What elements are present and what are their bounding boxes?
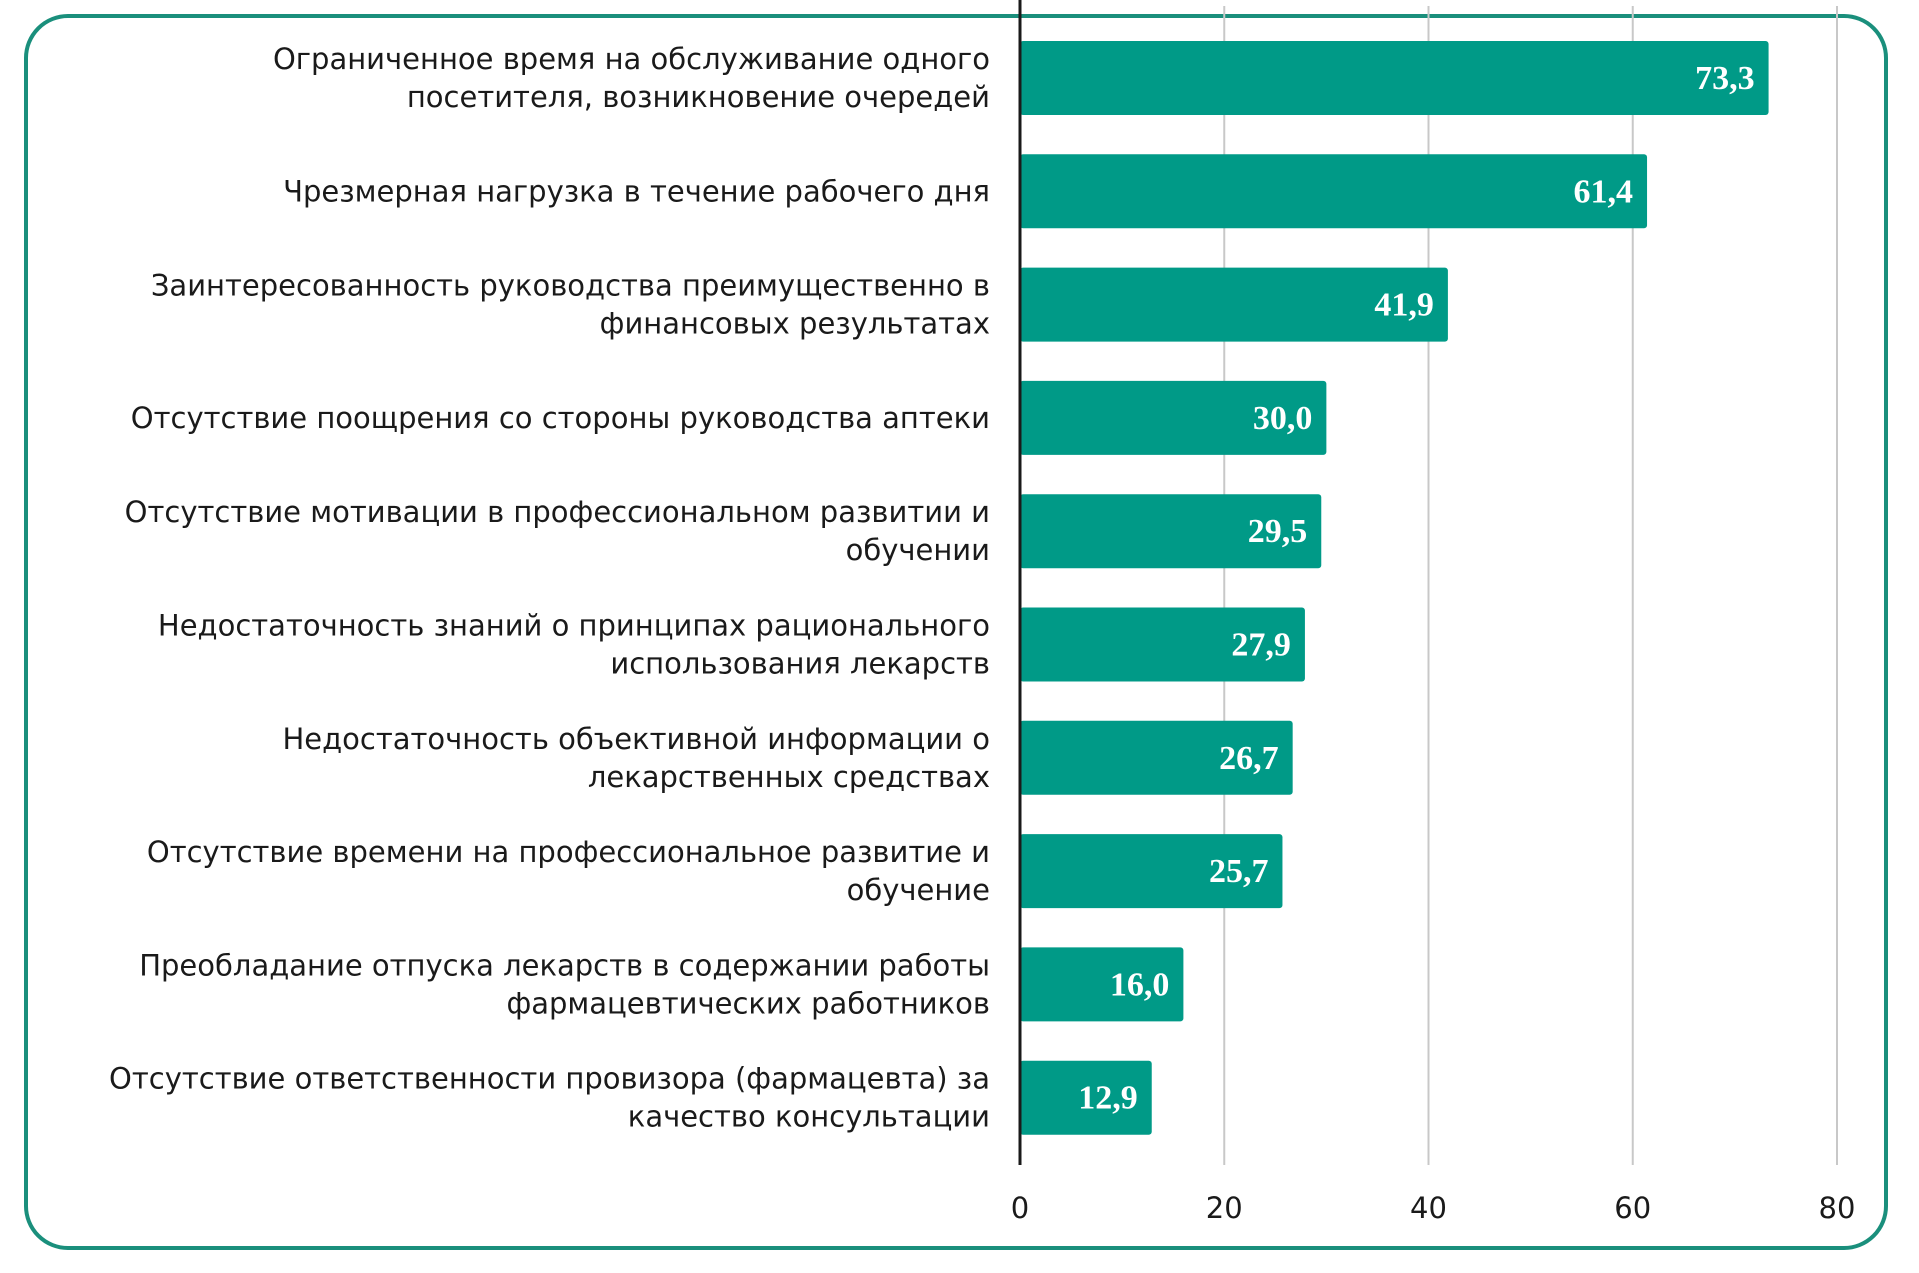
data-label: 25,7 <box>1209 853 1269 890</box>
category-label: Ограниченное время на обслуживание одног… <box>273 42 990 114</box>
bar <box>1020 834 1283 909</box>
data-label: 16,0 <box>1110 966 1170 1003</box>
category-label: Недостаточность объективной информации о… <box>282 722 990 794</box>
category-label: Отсутствие времени на профессиональное р… <box>147 835 990 907</box>
category-label-line: Отсутствие мотивации в профессиональном … <box>125 495 990 529</box>
bar <box>1020 947 1184 1022</box>
category-label-line: Чрезмерная нагрузка в течение рабочего д… <box>283 174 990 208</box>
category-label: Отсутствие ответственности провизора (фа… <box>109 1062 990 1134</box>
category-label-line: Преобладание отпуска лекарств в содержан… <box>139 948 990 982</box>
category-label-line: посетителя, возникновение очередей <box>407 80 990 114</box>
category-label-line: Заинтересованность руководства преимущес… <box>151 269 990 303</box>
category-label-line: фармацевтических работников <box>506 986 990 1020</box>
category-label-line: обучении <box>846 533 990 567</box>
category-label: Заинтересованность руководства преимущес… <box>151 269 990 341</box>
x-tick-label: 60 <box>1614 1191 1651 1225</box>
category-labels: Ограниченное время на обслуживание одног… <box>109 42 990 1134</box>
category-label: Отсутствие мотивации в профессиональном … <box>125 495 990 567</box>
bar <box>1020 494 1322 569</box>
category-label-line: обучение <box>847 873 990 907</box>
x-tick-label: 40 <box>1410 1191 1447 1225</box>
category-label-line: лекарственных средствах <box>588 760 990 794</box>
category-label-line: Отсутствие ответственности провизора (фа… <box>109 1062 990 1096</box>
bar <box>1020 607 1305 682</box>
data-label: 27,9 <box>1231 627 1291 664</box>
data-label: 30,0 <box>1253 400 1313 437</box>
x-tick-label: 80 <box>1819 1191 1856 1225</box>
bars: 73,3 61,4 41,9 30,0 29,5 27,9 26,7 25,7 16,0 12,9 <box>1020 41 1769 1135</box>
category-label-line: Недостаточность объективной информации о <box>282 722 990 756</box>
data-label: 73,3 <box>1695 60 1755 97</box>
x-tick-label: 20 <box>1206 1191 1243 1225</box>
x-axis-ticks: 0 20 40 60 80 <box>1011 1191 1856 1225</box>
bar <box>1020 41 1769 115</box>
bar <box>1020 380 1327 455</box>
bar <box>1020 267 1448 342</box>
data-label: 29,5 <box>1248 513 1308 550</box>
category-label: Недостаточность знаний о принципах рацио… <box>158 609 990 681</box>
category-label-line: финансовых результатах <box>600 307 990 341</box>
category-label-line: Ограниченное время на обслуживание одног… <box>273 42 990 76</box>
category-label-line: качество консультации <box>628 1100 990 1134</box>
category-label: Чрезмерная нагрузка в течение рабочего д… <box>283 174 990 208</box>
category-label: Отсутствие поощрения со стороны руководс… <box>131 401 990 435</box>
category-label: Преобладание отпуска лекарств в содержан… <box>139 948 990 1020</box>
category-label-line: использования лекарств <box>610 647 990 681</box>
category-label-line: Недостаточность знаний о принципах рацио… <box>158 609 990 643</box>
bar <box>1020 720 1293 795</box>
x-tick-label: 0 <box>1011 1191 1029 1225</box>
data-label: 26,7 <box>1219 740 1279 777</box>
data-label: 12,9 <box>1078 1080 1138 1117</box>
bar <box>1020 154 1648 229</box>
data-label: 41,9 <box>1374 287 1434 324</box>
data-label: 61,4 <box>1574 173 1634 210</box>
category-label-line: Отсутствие времени на профессиональное р… <box>147 835 990 869</box>
bar <box>1020 1060 1152 1135</box>
category-label-line: Отсутствие поощрения со стороны руководс… <box>131 401 990 435</box>
